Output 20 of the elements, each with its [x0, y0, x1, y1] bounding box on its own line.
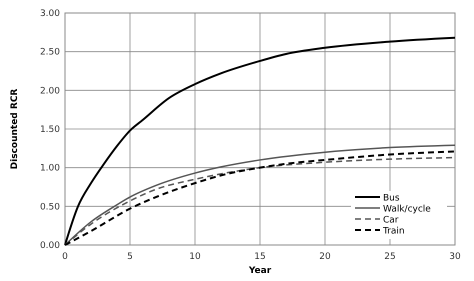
- y-tick-label: 3.00: [40, 9, 60, 19]
- y-tick-label: 1.00: [40, 164, 60, 174]
- legend-label: Train: [382, 226, 405, 236]
- legend-label: Walk/cycle: [383, 204, 432, 214]
- legend-label: Car: [383, 216, 399, 226]
- x-tick-label: 0: [62, 252, 68, 262]
- legend-label: Bus: [383, 194, 400, 204]
- y-tick-label: 1.50: [40, 125, 60, 135]
- x-tick-label: 5: [127, 252, 133, 262]
- x-tick-label: 10: [189, 252, 201, 262]
- y-tick-label: 2.00: [40, 86, 60, 96]
- y-axis-title: Discounted RCR: [10, 88, 20, 170]
- y-tick-label: 0.50: [40, 202, 60, 212]
- x-axis-title: Year: [248, 266, 272, 276]
- x-tick-label: 15: [254, 252, 266, 262]
- x-tick-label: 20: [319, 252, 331, 262]
- x-tick-label: 25: [384, 252, 396, 262]
- y-tick-label: 0.00: [40, 241, 60, 251]
- y-tick-label: 2.50: [40, 48, 60, 58]
- x-tick-label: 30: [449, 252, 461, 262]
